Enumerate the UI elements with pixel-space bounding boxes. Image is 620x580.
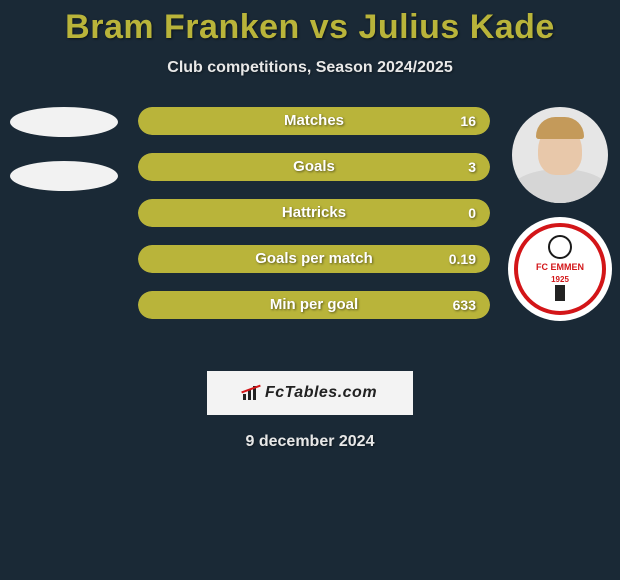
bar-hattricks: Hattricks 0 (138, 199, 490, 227)
subtitle: Club competitions, Season 2024/2025 (0, 59, 620, 77)
bar-label: Goals per match (138, 245, 490, 273)
bar-matches: Matches 16 (138, 107, 490, 135)
club-name: FC EMMEN (536, 263, 584, 272)
watermark-badge: FcTables.com (207, 371, 413, 415)
page-title: Bram Franken vs Julius Kade (0, 0, 620, 47)
left-avatar-placeholder-1 (10, 107, 118, 137)
bar-goals-per-match: Goals per match 0.19 (138, 245, 490, 273)
right-player-column: FC EMMEN 1925 (500, 107, 620, 321)
bar-value: 0.19 (449, 245, 476, 273)
bar-value: 633 (453, 291, 476, 319)
bar-goals: Goals 3 (138, 153, 490, 181)
fctables-logo-icon (243, 386, 261, 400)
bar-min-per-goal: Min per goal 633 (138, 291, 490, 319)
soccer-ball-icon (548, 235, 572, 259)
club-year: 1925 (551, 275, 569, 284)
watermark-text: FcTables.com (265, 384, 377, 402)
left-logo-placeholder (10, 161, 118, 191)
bar-value: 16 (460, 107, 476, 135)
tower-icon (555, 285, 565, 301)
bar-label: Hattricks (138, 199, 490, 227)
bar-label: Matches (138, 107, 490, 135)
bar-value: 3 (468, 153, 476, 181)
bar-label: Min per goal (138, 291, 490, 319)
generated-date: 9 december 2024 (0, 433, 620, 451)
comparison-content: Matches 16 Goals 3 Hattricks 0 Goals per… (0, 107, 620, 367)
stat-bars: Matches 16 Goals 3 Hattricks 0 Goals per… (138, 107, 490, 337)
right-player-avatar (512, 107, 608, 203)
left-player-column (10, 107, 125, 215)
right-club-logo: FC EMMEN 1925 (508, 217, 612, 321)
bar-value: 0 (468, 199, 476, 227)
bar-label: Goals (138, 153, 490, 181)
